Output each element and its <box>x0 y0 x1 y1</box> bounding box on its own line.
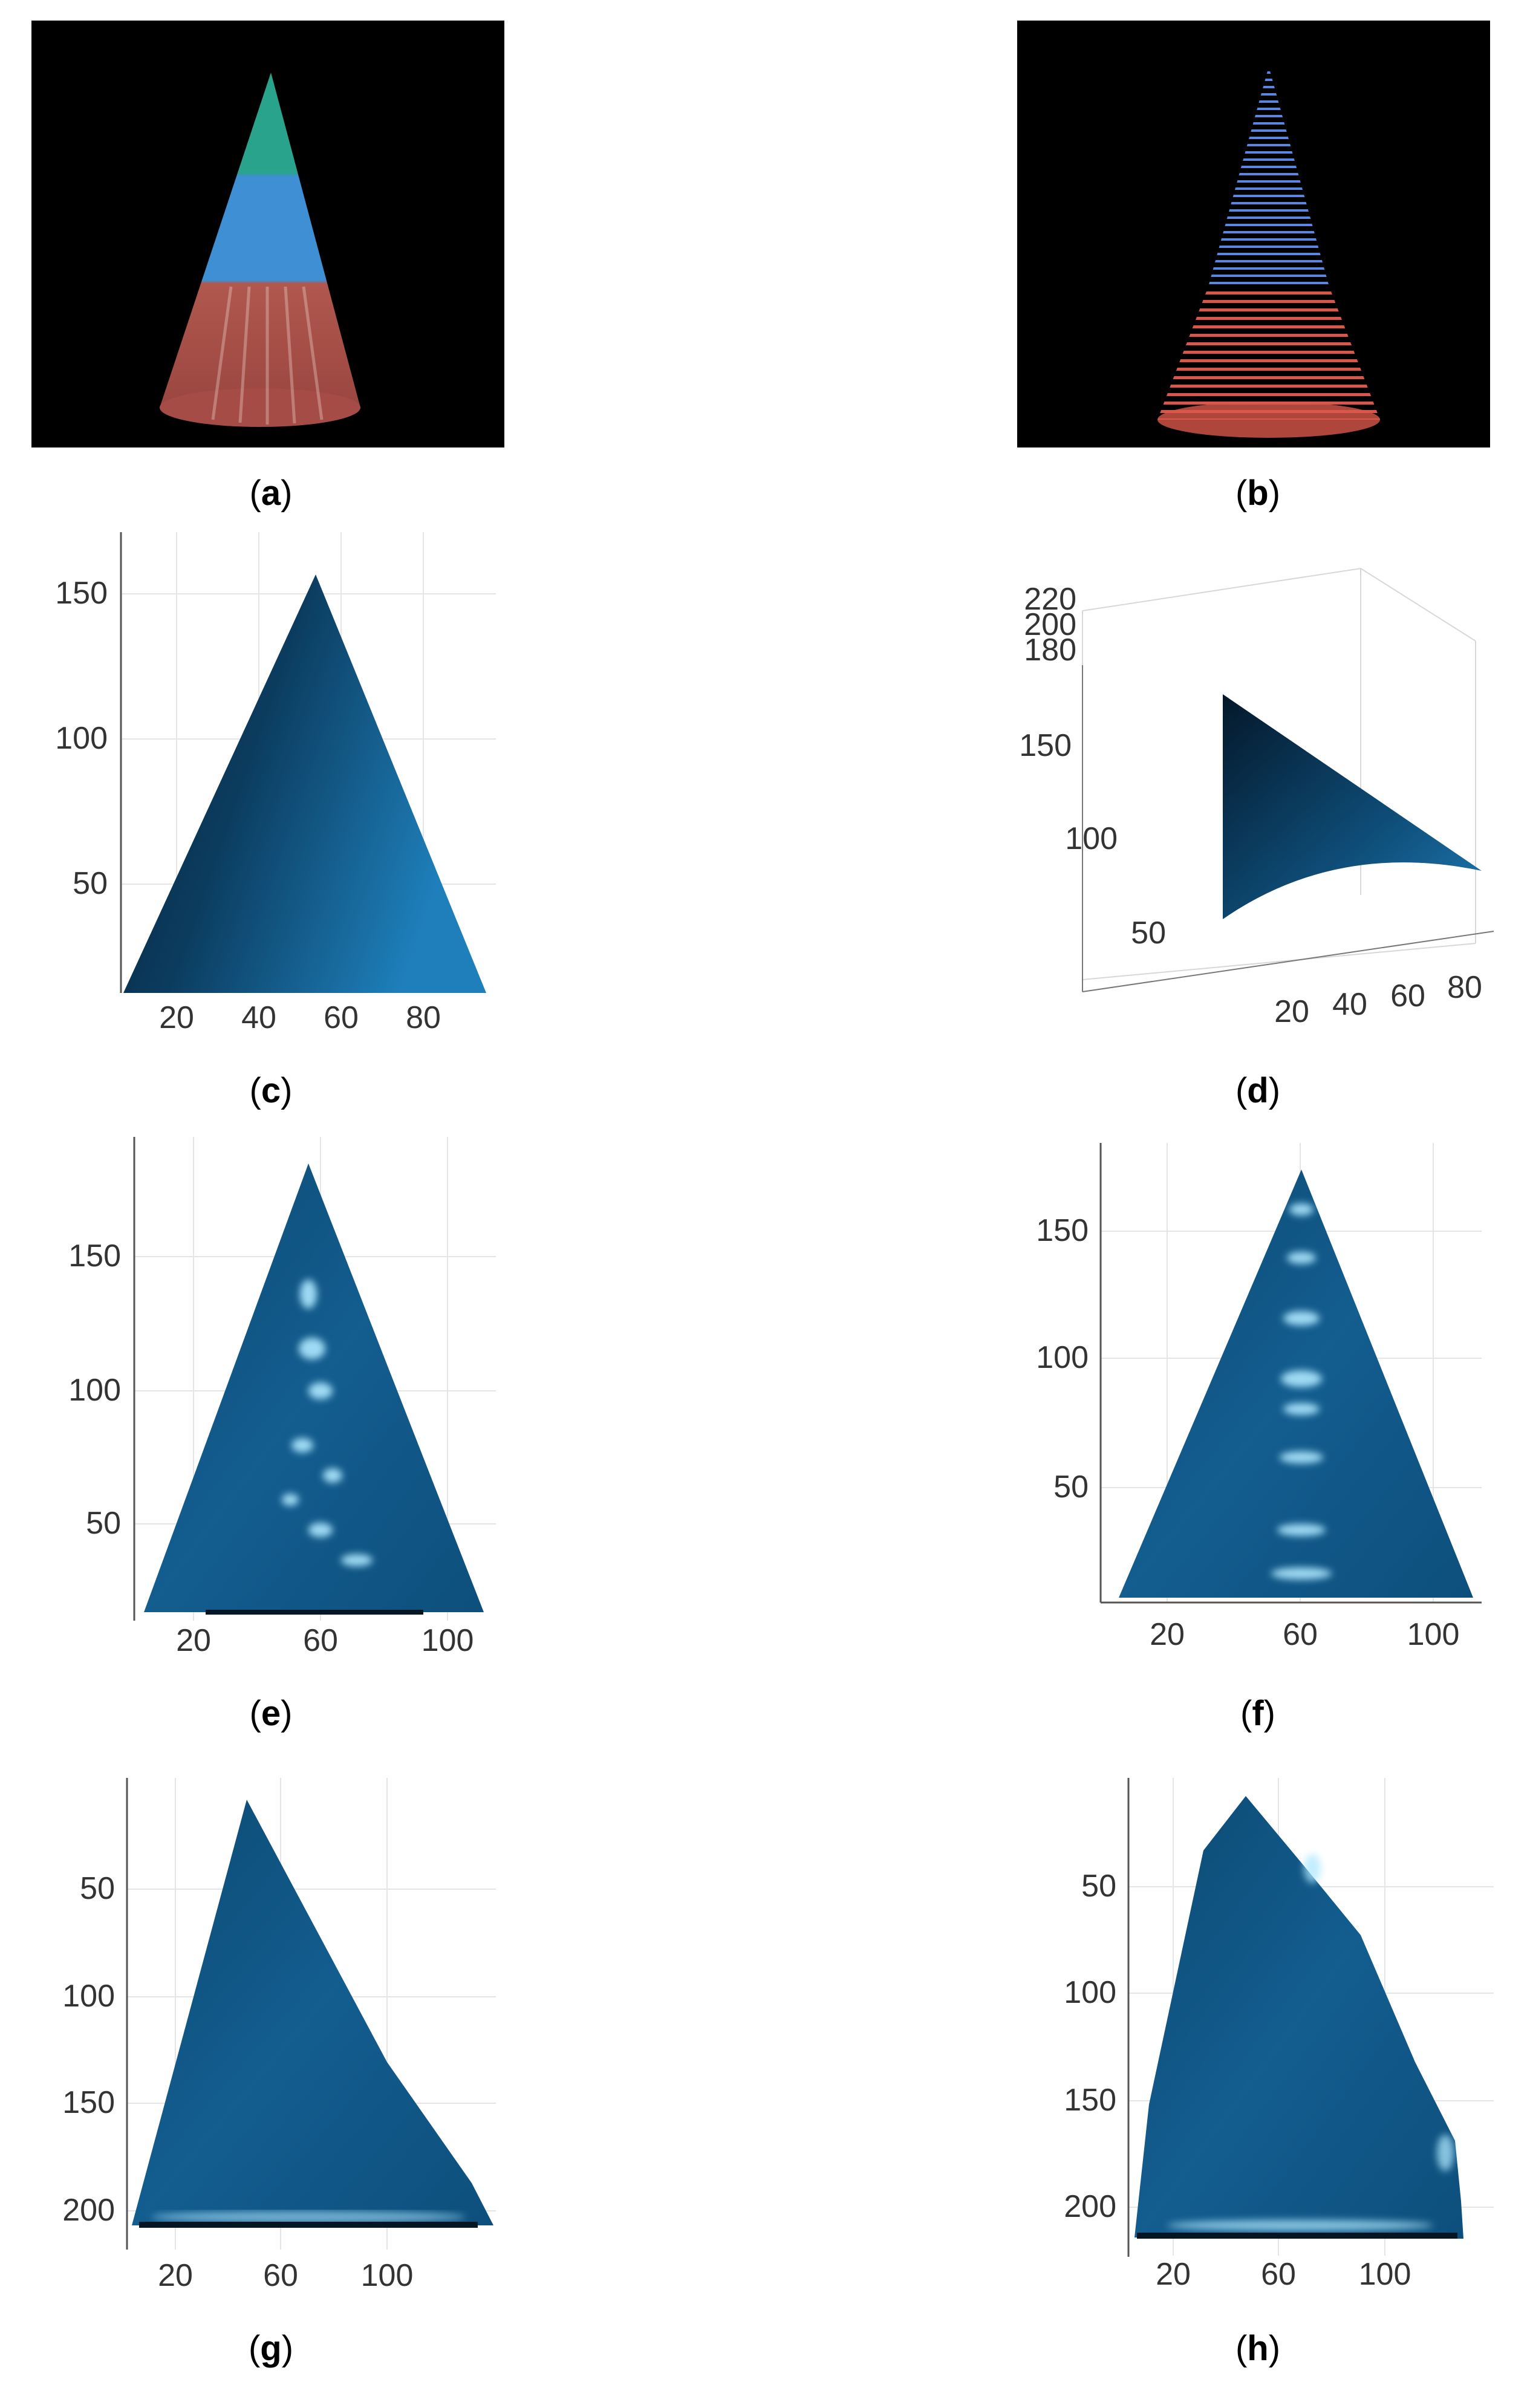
ztick: 200 <box>1024 607 1076 642</box>
xtick: 100 <box>1359 2257 1411 2292</box>
ytick: 150 <box>55 576 108 611</box>
ytick: 50 <box>1053 1469 1089 1505</box>
ytick: 150 <box>68 1238 121 1274</box>
ztick: 220 <box>1024 582 1076 617</box>
xtick: 100 <box>422 1623 474 1658</box>
photo-b <box>1017 21 1490 447</box>
ytick: 150 <box>1036 1213 1089 1248</box>
xtick: 20 <box>1150 1617 1185 1652</box>
xtick: 20 <box>176 1623 211 1658</box>
ytick: 50 <box>1131 916 1166 951</box>
surface-c <box>123 574 486 993</box>
ytick: 50 <box>1081 1869 1116 1904</box>
xtick: 20 <box>159 1000 194 1035</box>
caption-b: (b) <box>1235 473 1281 513</box>
caption-letter: g <box>260 2329 282 2368</box>
caption-g: (g) <box>248 2329 294 2368</box>
surface-d <box>1223 694 1482 919</box>
caption-letter: b <box>1247 473 1269 513</box>
photo-a <box>31 21 504 447</box>
ytick: 50 <box>86 1506 121 1541</box>
caption-a: (a) <box>249 473 293 513</box>
caption-c: (c) <box>249 1071 293 1110</box>
caption-h: (h) <box>1235 2329 1281 2368</box>
ytick: 200 <box>1064 2189 1116 2224</box>
surface-h <box>1134 1796 1463 2239</box>
cone-photo-b <box>1157 67 1380 438</box>
xtick: 60 <box>1283 1617 1318 1652</box>
xtick: 60 <box>263 2258 298 2293</box>
plot-h: 20 60 100 50 100 150 200 <box>1064 1778 1494 2292</box>
xtick: 20 <box>1274 994 1309 1029</box>
cone-photo-a <box>160 73 360 427</box>
plot-d: 220 200 180 150 100 50 20 40 60 80 <box>1019 567 1494 1029</box>
ytick: 150 <box>1019 728 1072 763</box>
caption-letter: a <box>261 473 281 513</box>
xtick: 80 <box>1447 970 1482 1005</box>
caption-f: (f) <box>1240 1694 1275 1733</box>
caption-letter: d <box>1247 1071 1269 1110</box>
xtick: 40 <box>241 1000 276 1035</box>
ytick: 50 <box>73 866 108 901</box>
caption-letter: h <box>1247 2329 1269 2368</box>
ytick: 100 <box>62 1979 115 2014</box>
ztick: 180 <box>1024 633 1076 668</box>
plot-c: 20 40 60 80 50 100 150 <box>55 532 496 1035</box>
ytick: 200 <box>62 2193 115 2228</box>
ytick: 100 <box>55 721 108 756</box>
ytick: 50 <box>80 1871 115 1906</box>
xtick: 60 <box>324 1000 359 1035</box>
ytick: 150 <box>1064 2083 1116 2118</box>
plot-f: 20 60 100 50 100 150 <box>1036 1143 1482 1652</box>
surface-g <box>132 1800 493 2225</box>
ytick: 100 <box>1064 1975 1116 2010</box>
caption-d: (d) <box>1235 1071 1281 1110</box>
xtick: 20 <box>158 2258 193 2293</box>
xtick: 60 <box>1390 978 1425 1014</box>
caption-letter: f <box>1252 1694 1264 1733</box>
xtick: 80 <box>406 1000 441 1035</box>
xtick: 60 <box>1261 2257 1296 2292</box>
plot-g: 20 60 100 50 100 150 200 <box>62 1778 496 2293</box>
ytick: 150 <box>62 2085 115 2120</box>
ytick: 100 <box>1036 1340 1089 1375</box>
xtick: 60 <box>303 1623 338 1658</box>
caption-letter: c <box>261 1071 281 1110</box>
caption-letter: e <box>261 1694 281 1733</box>
plot-e: 20 60 100 50 100 150 <box>68 1137 496 1658</box>
xtick: 40 <box>1332 987 1367 1022</box>
ytick: 100 <box>68 1373 121 1408</box>
caption-e: (e) <box>249 1694 293 1733</box>
xtick: 100 <box>1407 1617 1460 1652</box>
xtick: 100 <box>361 2258 414 2293</box>
xtick: 20 <box>1156 2257 1191 2292</box>
ytick: 100 <box>1065 821 1118 856</box>
